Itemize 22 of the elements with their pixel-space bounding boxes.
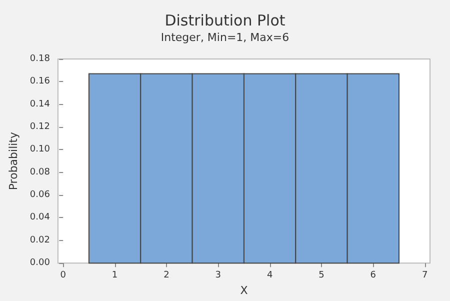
y-tick-label: 0.02 [30,235,50,246]
x-tick-label: 4 [266,270,273,281]
x-tick-label: 7 [422,270,428,281]
chart-title: Distribution Plot [164,12,286,30]
y-tick-label: 0.00 [30,258,50,268]
y-tick-label: 0.14 [30,99,50,110]
x-tick-label: 6 [370,270,376,281]
x-tick-label: 2 [164,270,170,281]
x-axis-title: X [240,284,248,297]
y-tick-label: 0.16 [30,76,50,87]
y-tick-label: 0.08 [30,167,50,178]
x-tick-label: 1 [112,270,118,281]
chart-subtitle: Integer, Min=1, Max=6 [160,31,290,44]
x-tick-label: 3 [215,270,221,281]
x-tick-label: 0 [60,270,66,281]
x-tick-label: 5 [318,270,324,281]
y-tick-label: 0.12 [30,122,50,132]
y-axis-title: Probability [7,131,20,190]
y-tick-label: 0.18 [30,54,50,64]
y-tick-label: 0.10 [30,144,50,155]
y-tick-label: 0.06 [30,190,50,200]
y-tick-label: 0.04 [30,212,50,223]
